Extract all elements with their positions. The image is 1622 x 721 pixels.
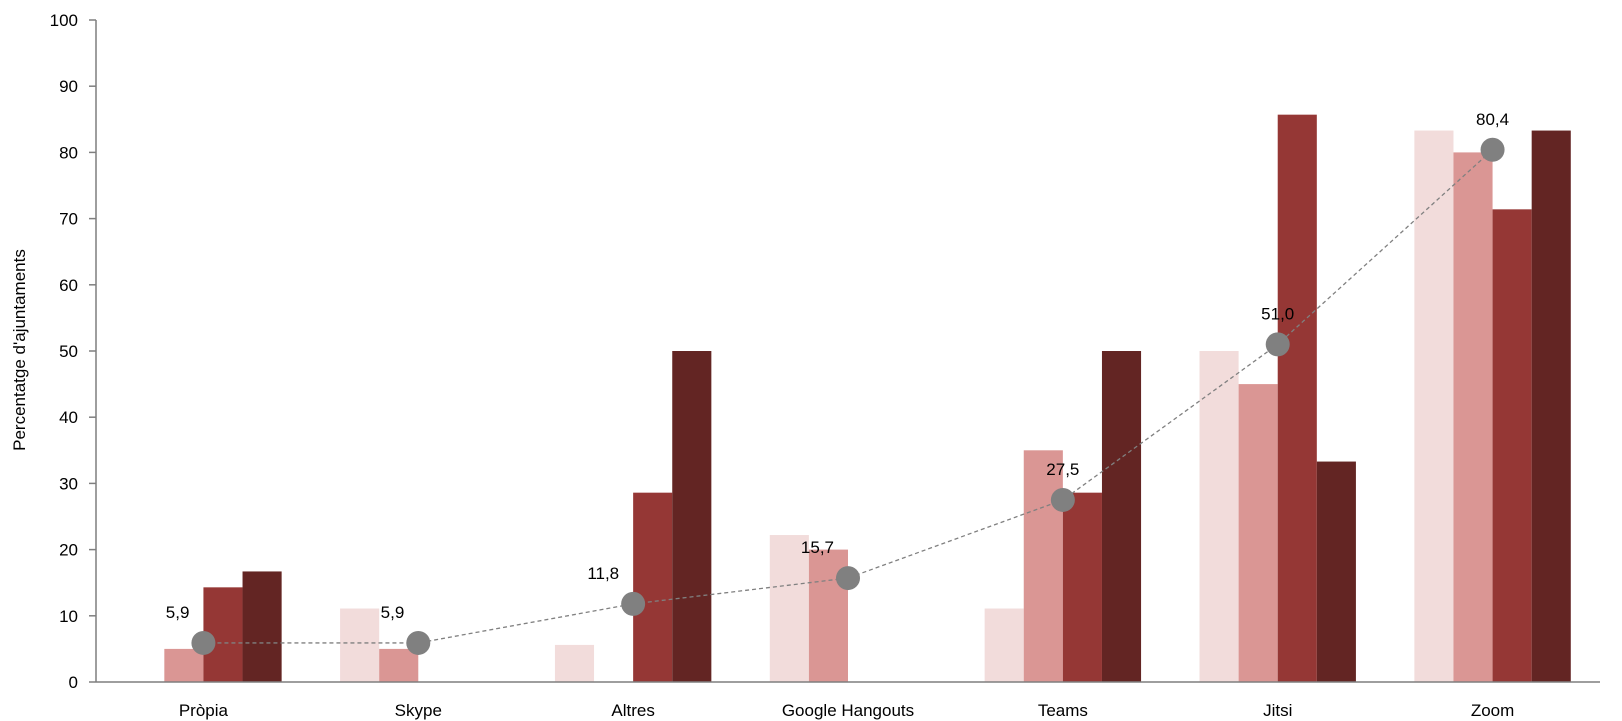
bar	[633, 492, 673, 682]
y-tick-label: 20	[59, 541, 78, 560]
line-marker	[406, 630, 431, 655]
line-marker	[191, 630, 216, 655]
x-category-label: Pròpia	[179, 701, 229, 720]
x-category-label: Altres	[611, 701, 654, 720]
bar	[164, 648, 204, 682]
bar	[1101, 351, 1142, 682]
bar	[1238, 384, 1278, 682]
line-marker	[1480, 137, 1505, 162]
x-category-label: Skype	[395, 701, 442, 720]
line-data-label: 27,5	[1046, 460, 1079, 479]
y-tick-label: 70	[59, 210, 78, 229]
bar	[1316, 461, 1356, 682]
line-data-label: 15,7	[801, 538, 834, 557]
y-tick-label: 40	[59, 408, 78, 427]
bar	[672, 351, 712, 682]
bar	[379, 648, 419, 682]
bar	[1492, 209, 1532, 682]
line-data-label: 5,9	[166, 603, 190, 622]
bar	[1531, 130, 1571, 682]
x-category-label: Zoom	[1471, 701, 1514, 720]
line-marker	[836, 566, 860, 591]
line-marker	[621, 591, 646, 616]
bar	[1023, 450, 1063, 682]
line-data-label: 5,9	[381, 603, 405, 622]
y-tick-label: 60	[59, 276, 78, 295]
y-tick-label: 80	[59, 143, 78, 162]
x-category-label: Teams	[1038, 701, 1088, 720]
bar	[984, 608, 1024, 682]
line-data-label: 11,8	[587, 564, 619, 583]
bar	[1414, 130, 1454, 682]
bar	[1277, 114, 1317, 682]
bar	[242, 571, 282, 682]
x-category-labels: Pròpia Skype Altres Google Hangouts Teams Jit…	[179, 701, 1514, 720]
x-category-label: Google Hangouts	[782, 701, 914, 720]
bar	[769, 535, 809, 682]
y-tick-label: 30	[59, 474, 78, 493]
bar	[1062, 492, 1102, 682]
y-tick-label: 100	[50, 11, 78, 30]
line-data-label: 51,0	[1261, 304, 1294, 323]
line-marker	[1050, 487, 1075, 512]
bar	[340, 608, 380, 682]
line-marker	[1265, 332, 1290, 357]
y-tick-label: 50	[59, 342, 78, 361]
y-tick-label: 90	[59, 77, 78, 96]
y-ticks: 0 10 20 30 40 50 60 70 80 90 100	[50, 11, 96, 692]
x-category-label: Jitsi	[1263, 701, 1292, 720]
y-tick-label: 0	[69, 673, 78, 692]
bar	[1199, 351, 1239, 682]
y-tick-label: 10	[59, 607, 78, 626]
bars-layer	[164, 114, 1571, 682]
bar	[554, 644, 595, 682]
average-line-layer: 5,9 5,9 11,8 15,7 27,5 51,0 80,4	[166, 110, 1509, 655]
bar	[1453, 152, 1493, 682]
y-axis-title: Percentatge d'ajuntaments	[10, 249, 29, 451]
line-data-label: 80,4	[1476, 110, 1509, 129]
